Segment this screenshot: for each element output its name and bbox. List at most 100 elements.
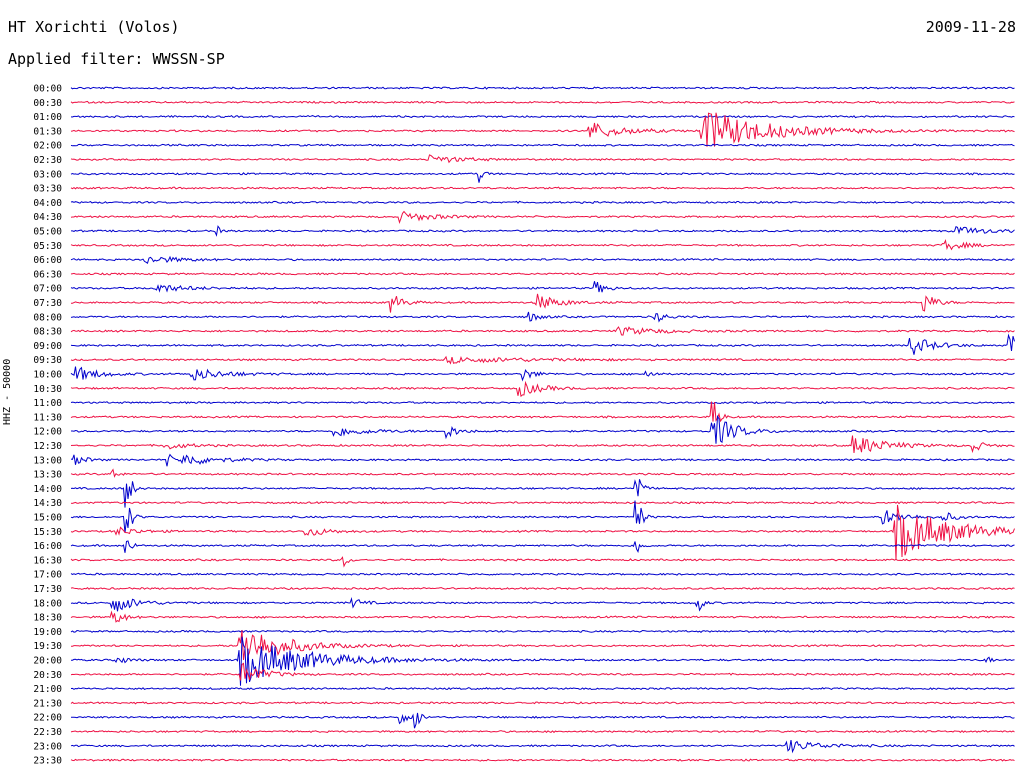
- trace-line: [70, 572, 1015, 576]
- trace-line: [70, 629, 1015, 634]
- trace-line: [70, 114, 1015, 119]
- row-time-label: 12:30: [33, 441, 62, 452]
- trace-line: [70, 400, 1015, 405]
- row-time-label: 14:30: [33, 498, 62, 509]
- row-time-label: 23:00: [33, 741, 62, 752]
- trace-line: [70, 255, 1015, 264]
- row-time-label: 03:30: [33, 184, 62, 195]
- row-time-label: 14:00: [33, 484, 62, 495]
- row-time-label: 12:00: [33, 427, 62, 438]
- row-time-label: 06:30: [33, 269, 62, 280]
- trace-line: [70, 662, 1015, 681]
- trace-line: [70, 143, 1015, 147]
- row-time-label: 06:00: [33, 255, 62, 266]
- row-time-label: 20:30: [33, 670, 62, 681]
- filter-label: Applied filter: WWSSN-SP: [8, 50, 225, 68]
- trace-line: [70, 333, 1015, 355]
- row-time-label: 15:00: [33, 513, 62, 524]
- trace-line: [70, 355, 1015, 365]
- row-time-label: 15:30: [33, 527, 62, 538]
- row-time-label: 10:00: [33, 370, 62, 381]
- trace-line: [70, 326, 1015, 336]
- trace-line: [70, 200, 1015, 204]
- row-time-label: 05:30: [33, 241, 62, 252]
- row-time-label: 04:30: [33, 212, 62, 223]
- trace-line: [70, 401, 1015, 423]
- trace-line: [70, 86, 1015, 90]
- trace-line: [70, 311, 1015, 323]
- row-time-label: 03:00: [33, 169, 62, 180]
- trace-line: [70, 597, 1015, 612]
- row-time-label: 18:00: [33, 598, 62, 609]
- trace-line: [70, 468, 1015, 478]
- trace-line: [70, 112, 1015, 147]
- row-time-label: 01:30: [33, 126, 62, 137]
- row-time-label: 00:00: [33, 84, 62, 95]
- trace-line: [70, 501, 1015, 505]
- row-time-label: 11:00: [33, 398, 62, 409]
- trace-line: [70, 281, 1015, 293]
- trace-line: [70, 435, 1015, 454]
- trace-line: [70, 636, 1015, 686]
- trace-line: [70, 758, 1015, 762]
- trace-line: [70, 504, 1015, 560]
- row-time-label: 09:30: [33, 355, 62, 366]
- row-time-label: 21:00: [33, 684, 62, 695]
- row-time-label: 19:30: [33, 641, 62, 652]
- row-time-label: 02:30: [33, 155, 62, 166]
- trace-line: [70, 239, 1015, 251]
- trace-line: [70, 540, 1015, 553]
- row-time-label: 20:00: [33, 656, 62, 667]
- trace-line: [70, 687, 1015, 691]
- trace-line: [70, 586, 1015, 591]
- row-time-label: 19:00: [33, 627, 62, 638]
- trace-line: [70, 610, 1015, 623]
- trace-line: [70, 272, 1015, 276]
- row-time-label: 07:30: [33, 298, 62, 309]
- trace-line: [70, 701, 1015, 705]
- row-time-label: 22:30: [33, 727, 62, 738]
- row-time-label: 17:30: [33, 584, 62, 595]
- row-time-label: 21:30: [33, 698, 62, 709]
- row-time-label: 08:00: [33, 312, 62, 323]
- row-time-label: 17:00: [33, 570, 62, 581]
- row-time-label: 13:30: [33, 470, 62, 481]
- trace-line: [71, 293, 1015, 313]
- trace-line: [71, 630, 1015, 660]
- trace-line: [70, 366, 1015, 382]
- trace-line: [70, 453, 1015, 467]
- trace-line: [70, 712, 1015, 729]
- row-time-label: 04:00: [33, 198, 62, 209]
- row-time-label: 11:30: [33, 412, 62, 423]
- row-time-label: 10:30: [33, 384, 62, 395]
- row-time-label: 18:30: [33, 613, 62, 624]
- row-time-label: 05:00: [33, 227, 62, 238]
- trace-line: [70, 210, 1015, 225]
- trace-line: [70, 154, 1015, 164]
- trace-line: [70, 500, 1015, 533]
- trace-line: [70, 380, 1015, 398]
- row-time-label: 16:30: [33, 555, 62, 566]
- row-time-label: 09:00: [33, 341, 62, 352]
- trace-line: [70, 100, 1015, 104]
- row-time-label: 02:00: [33, 141, 62, 152]
- trace-line: [70, 729, 1015, 734]
- trace-line: [70, 171, 1015, 183]
- trace-line: [70, 740, 1015, 754]
- station-title: HT Xorichti (Volos): [8, 18, 180, 36]
- trace-line: [71, 414, 1015, 444]
- row-time-label: 00:30: [33, 98, 62, 109]
- row-time-label: 01:00: [33, 112, 62, 123]
- trace-line: [70, 556, 1015, 568]
- date-label: 2009-11-28: [925, 18, 1016, 36]
- row-time-label: 08:30: [33, 327, 62, 338]
- row-time-label: 13:00: [33, 455, 62, 466]
- trace-line: [70, 479, 1015, 508]
- row-time-label: 22:00: [33, 713, 62, 724]
- row-time-label: 07:00: [33, 284, 62, 295]
- row-time-label: 16:00: [33, 541, 62, 552]
- trace-line: [70, 186, 1015, 190]
- row-time-label: 23:30: [33, 756, 62, 767]
- trace-line: [71, 225, 1015, 237]
